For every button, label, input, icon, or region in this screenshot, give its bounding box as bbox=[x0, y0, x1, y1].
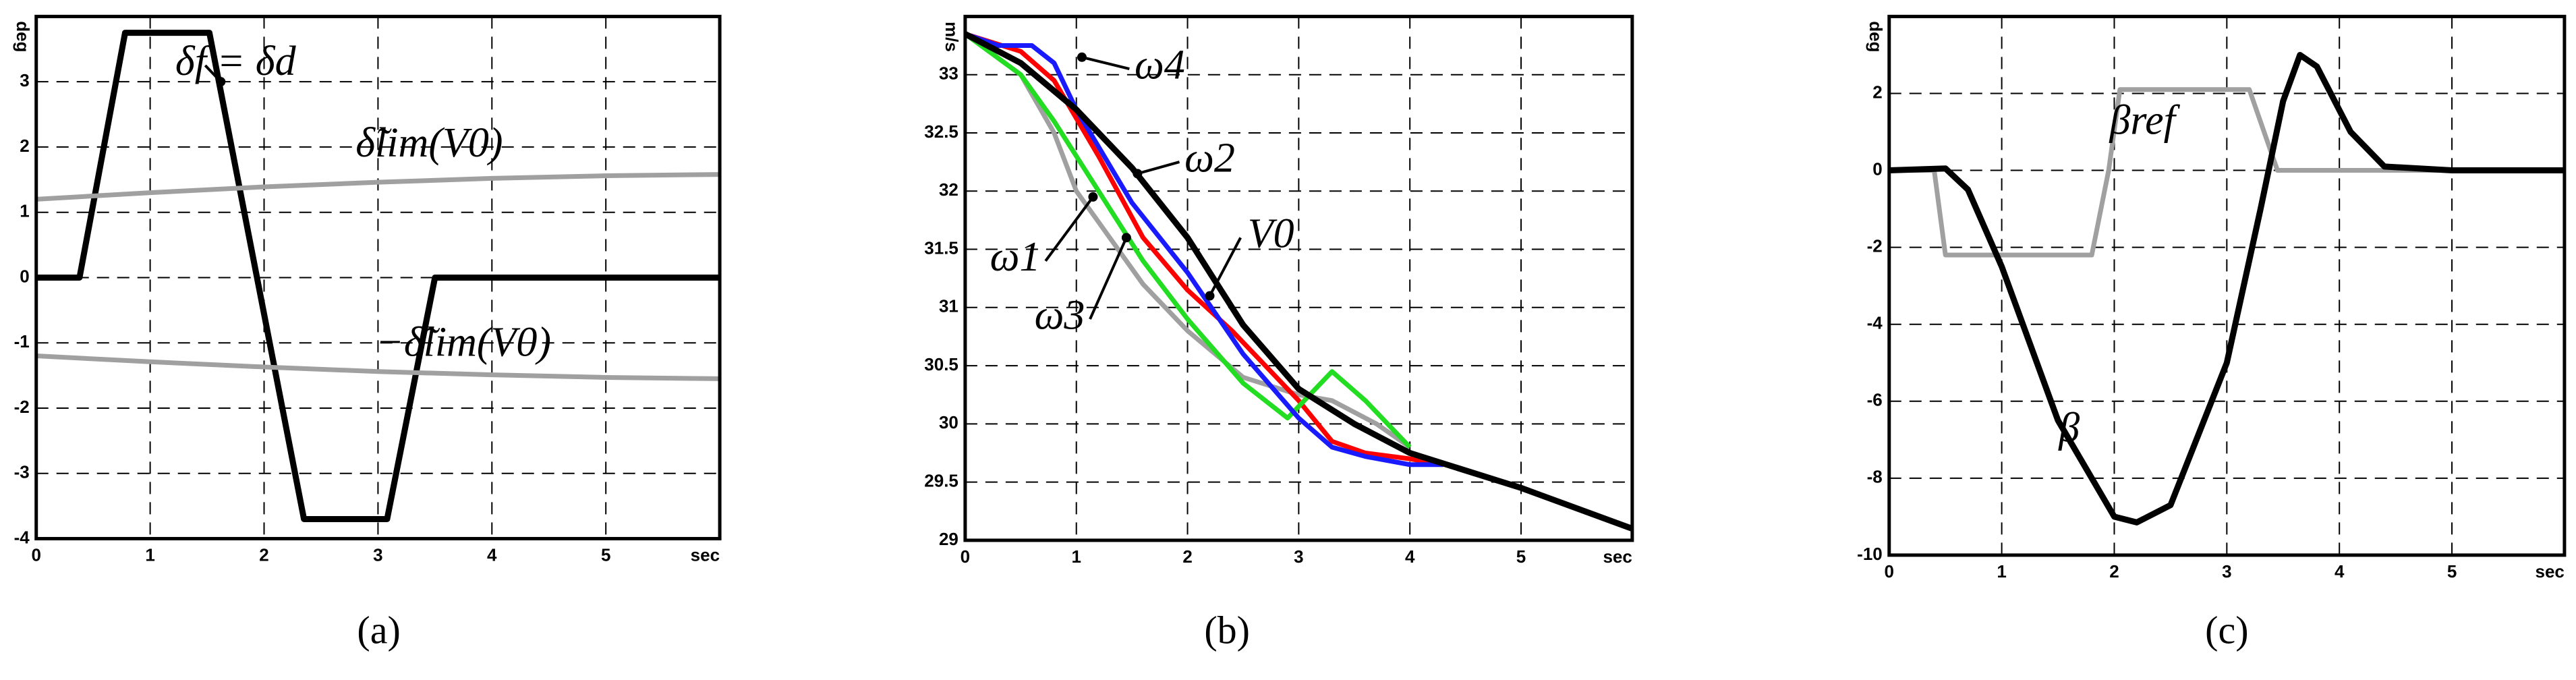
x-tick-label: 5 bbox=[2447, 561, 2457, 582]
y-tick-label: -2 bbox=[14, 397, 30, 417]
series-line bbox=[963, 32, 1412, 449]
x-tick-label: 0 bbox=[1885, 561, 1894, 582]
y-tick-label: 30.5 bbox=[924, 354, 958, 374]
x-tick-label: 0 bbox=[31, 544, 40, 565]
x-tick-label: 4 bbox=[1405, 546, 1415, 567]
x-tick-label: 0 bbox=[961, 546, 970, 567]
x-tick-label: 3 bbox=[373, 544, 382, 565]
y-tick-label: 3 bbox=[20, 70, 29, 90]
axes-frame bbox=[34, 14, 722, 540]
x-tick-label: 3 bbox=[1294, 546, 1303, 567]
y-tick-label: -1 bbox=[14, 331, 30, 351]
y-tick-label: 32 bbox=[939, 179, 958, 200]
y-axis-label: deg bbox=[13, 21, 33, 52]
arrow-head bbox=[1077, 52, 1087, 62]
x-tick-label: 2 bbox=[2109, 561, 2119, 582]
annotation-arrow bbox=[1208, 237, 1242, 297]
annotation: βref bbox=[2109, 97, 2180, 143]
y-tick-label: 2 bbox=[1872, 82, 1882, 102]
y-tick-label: 30 bbox=[939, 412, 958, 432]
annotation-arrow bbox=[1089, 237, 1128, 320]
x-tick-label: 5 bbox=[601, 544, 610, 565]
series-line bbox=[964, 31, 1444, 468]
y-axis-label: deg bbox=[1866, 21, 1886, 52]
annotation-arrow bbox=[1081, 55, 1130, 71]
y-tick-label: -3 bbox=[14, 462, 30, 482]
y-tick-label: -8 bbox=[1867, 467, 1883, 487]
y-tick-label: 1 bbox=[20, 201, 29, 221]
series-line bbox=[963, 32, 1412, 449]
x-tick-label: 4 bbox=[2335, 561, 2345, 582]
y-tick-label: 32.5 bbox=[924, 121, 958, 142]
series-line bbox=[36, 353, 720, 381]
caption: (b) bbox=[1204, 608, 1250, 652]
series-line bbox=[36, 172, 720, 202]
series-line bbox=[963, 31, 1634, 532]
annotation-arrow bbox=[1044, 196, 1095, 262]
x-axis-label: sec bbox=[1603, 546, 1632, 567]
y-tick-label: 2 bbox=[20, 136, 29, 156]
y-tick-label: 31 bbox=[939, 296, 958, 316]
axes-frame bbox=[1887, 14, 2567, 557]
y-tick-label: -4 bbox=[1867, 313, 1883, 333]
x-tick-label: 3 bbox=[2222, 561, 2231, 582]
caption: (c) bbox=[2205, 608, 2248, 652]
annotation: ω2 bbox=[1184, 135, 1235, 181]
x-axis-label: sec bbox=[691, 544, 720, 565]
x-tick-label: 2 bbox=[259, 544, 268, 565]
annotation: ω3 bbox=[1035, 292, 1085, 338]
y-tick-label: -10 bbox=[1857, 544, 1883, 564]
y-tick-label: -2 bbox=[1867, 235, 1883, 256]
y-tick-label: 33 bbox=[939, 63, 958, 84]
caption: (a) bbox=[357, 608, 400, 652]
y-tick-label: 0 bbox=[20, 266, 29, 286]
x-tick-label: 1 bbox=[1997, 561, 2006, 582]
y-tick-label: -6 bbox=[1867, 390, 1883, 410]
y-tick-label: 0 bbox=[1872, 159, 1882, 179]
y-tick-label: 29 bbox=[939, 529, 958, 549]
annotation: ω1 bbox=[990, 234, 1041, 280]
series-line bbox=[964, 31, 1443, 468]
series-line bbox=[1889, 87, 2565, 258]
arrow-head bbox=[216, 77, 226, 87]
x-tick-label: 2 bbox=[1182, 546, 1192, 567]
y-tick-label: 31.5 bbox=[924, 237, 958, 258]
annotation: ω4 bbox=[1135, 42, 1185, 88]
x-tick-label: 1 bbox=[145, 544, 154, 565]
arrow-head bbox=[1205, 291, 1215, 301]
x-tick-label: 1 bbox=[1071, 546, 1081, 567]
y-axis-label: m/s bbox=[942, 22, 962, 52]
x-tick-label: 4 bbox=[487, 544, 497, 565]
y-tick-label: 29.5 bbox=[924, 471, 958, 491]
x-tick-label: 5 bbox=[1516, 546, 1526, 567]
annotation: β bbox=[2058, 405, 2080, 451]
arrow-head bbox=[1121, 233, 1131, 243]
annotation: −δ̃lim(V0) bbox=[376, 319, 551, 365]
annotation: V0 bbox=[1248, 211, 1294, 257]
x-axis-label: sec bbox=[2536, 561, 2565, 582]
axes-frame bbox=[963, 14, 1634, 542]
annotation-arrow bbox=[1137, 161, 1180, 175]
series-line bbox=[1889, 51, 2565, 526]
y-tick-label: -4 bbox=[14, 527, 30, 547]
annotation: δf = δd bbox=[175, 38, 297, 84]
series-line bbox=[36, 30, 720, 522]
annotation: δ̃lim(V0) bbox=[355, 120, 503, 166]
arrow-head bbox=[1088, 192, 1098, 202]
